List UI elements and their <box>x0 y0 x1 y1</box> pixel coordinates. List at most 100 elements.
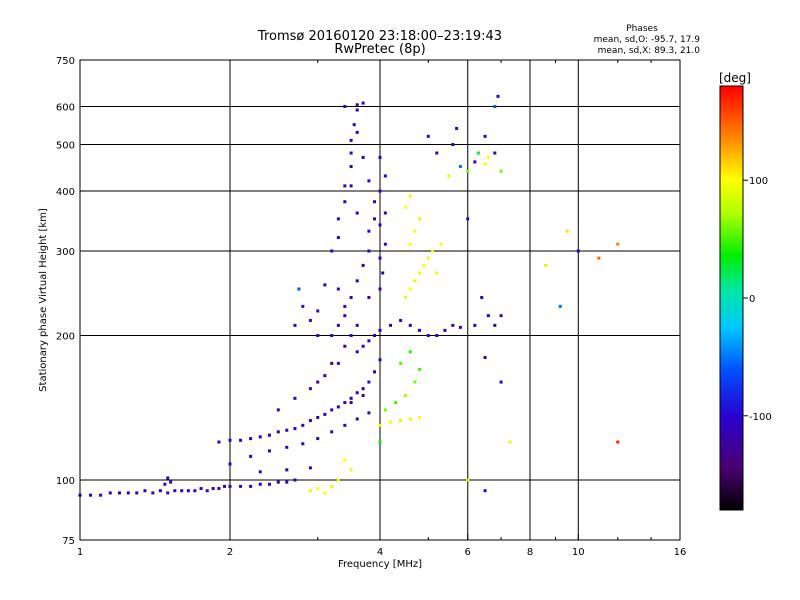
echo-point <box>378 223 382 227</box>
echo-point <box>435 151 439 155</box>
echo-point <box>158 489 162 493</box>
chart-subtitle: RwPretec (8p) <box>334 42 425 57</box>
colorbar-tick-label: -100 <box>749 412 772 423</box>
x-tick-label: 10 <box>572 547 585 558</box>
echo-point <box>349 334 353 338</box>
echo-point <box>616 440 620 444</box>
echo-point <box>355 350 359 354</box>
echo-point <box>316 487 320 491</box>
y-tick-label: 750 <box>56 56 75 67</box>
echo-point <box>378 440 382 444</box>
echo-point <box>343 200 347 204</box>
echo-point <box>223 484 227 488</box>
echo-point <box>399 318 403 322</box>
echo-point <box>373 370 377 374</box>
echo-point <box>336 236 340 240</box>
phases-heading: Phases <box>626 24 658 34</box>
echo-point <box>435 334 439 338</box>
echo-point <box>276 480 280 484</box>
echo-point <box>293 396 297 400</box>
echo-point <box>293 478 297 482</box>
echo-point <box>367 296 371 300</box>
echo-point <box>426 134 430 138</box>
echo-point <box>126 491 130 495</box>
echo-point <box>228 438 232 442</box>
colorbar-tick-label: 0 <box>749 294 755 305</box>
echo-point <box>367 249 371 253</box>
echo-point <box>499 314 503 318</box>
echo-point <box>373 334 377 338</box>
echo-point <box>373 200 377 204</box>
echo-point <box>301 423 305 427</box>
echo-point <box>447 174 451 178</box>
echo-point <box>413 229 417 233</box>
echo-point <box>422 263 426 267</box>
y-tick-label: 600 <box>56 103 75 114</box>
echo-point <box>135 491 139 495</box>
echo-point <box>249 454 253 458</box>
echo-point <box>383 174 387 178</box>
y-tick-label: 100 <box>56 476 75 487</box>
echo-point <box>383 408 387 412</box>
echo-point <box>355 417 359 421</box>
echo-point <box>293 323 297 327</box>
echo-point <box>361 394 365 398</box>
colorbar-ticks: 100 0 -100 <box>743 176 772 423</box>
echo-point <box>258 470 262 474</box>
echo-point <box>336 478 340 482</box>
echo-point <box>417 367 421 371</box>
echo-point <box>473 323 477 327</box>
echo-point <box>399 361 403 365</box>
echo-point <box>466 169 470 173</box>
echo-point <box>483 134 487 138</box>
echo-point <box>330 361 334 365</box>
echo-point <box>169 480 173 484</box>
echo-point <box>458 164 462 168</box>
echo-point <box>99 493 103 497</box>
echo-point <box>408 350 412 354</box>
y-axis-label: Stationary phase Virtual Height [km] <box>38 208 49 392</box>
echo-point <box>343 344 347 348</box>
echo-point <box>413 380 417 384</box>
y-tick-label: 75 <box>62 536 75 547</box>
echo-point <box>443 328 447 332</box>
echo-point <box>343 105 347 109</box>
echo-point <box>267 449 271 453</box>
echo-point <box>228 462 232 466</box>
echo-point <box>381 271 385 275</box>
echo-point <box>486 155 490 159</box>
echo-point <box>117 491 121 495</box>
echo-point <box>361 387 365 391</box>
echo-point <box>349 468 353 472</box>
echo-point <box>403 205 407 209</box>
echo-point <box>355 130 359 134</box>
echo-point <box>483 489 487 493</box>
echo-point <box>451 143 455 147</box>
echo-point <box>267 433 271 437</box>
echo-point <box>361 263 365 267</box>
echo-point <box>143 489 147 493</box>
chart-title: Tromsø 20160120 23:18:00–23:19:43 <box>257 29 502 44</box>
echo-point <box>297 287 301 291</box>
echo-point <box>308 466 312 470</box>
echo-point <box>316 334 320 338</box>
echo-point <box>417 328 421 332</box>
echo-point <box>285 480 289 484</box>
echo-point <box>408 323 412 327</box>
echo-point <box>352 123 356 127</box>
grid <box>80 60 680 540</box>
echo-point <box>285 445 289 449</box>
echo-point <box>258 435 262 439</box>
echo-point <box>355 211 359 215</box>
y-tick-label: 200 <box>56 332 75 343</box>
echo-point <box>367 380 371 384</box>
echo-point <box>323 491 327 495</box>
echo-point <box>408 287 412 291</box>
echo-point <box>166 476 170 480</box>
phase-colorbar <box>719 85 744 511</box>
echo-point <box>108 491 112 495</box>
echo-point <box>316 437 320 441</box>
y-tick-label: 400 <box>56 187 75 198</box>
echo-point <box>249 437 253 441</box>
